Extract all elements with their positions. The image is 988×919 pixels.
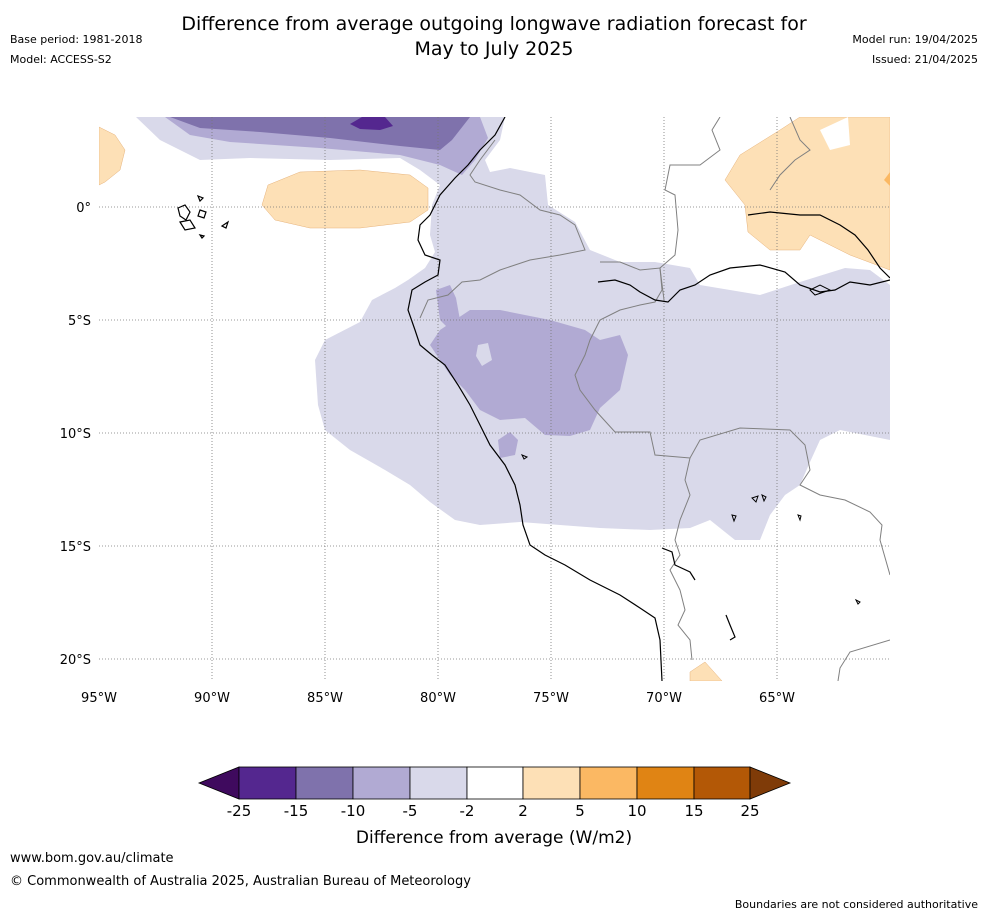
cbar-tick-10: 25 [740, 802, 759, 820]
footer-note: Boundaries are not considered authoritat… [734, 898, 978, 911]
colorbar-swatch-3 [352, 766, 411, 800]
colorbar-swatch-4 [409, 766, 468, 800]
lakes [520, 284, 861, 605]
anomaly-region-light-orange-1 [261, 169, 429, 229]
colorbar [197, 766, 792, 800]
cbar-tick-5: -2 [460, 802, 475, 820]
colorbar-swatch-6 [522, 766, 581, 800]
colorbar-extend-low [197, 766, 240, 800]
colorbar-tick-labels: -25 -15 -10 -5 -2 2 5 10 15 25 [227, 802, 760, 820]
issued-text: Issued: 21/04/2025 [871, 53, 978, 66]
longitude-labels: 95°W 90°W 85°W 80°W 75°W 70°W 65°W [81, 691, 795, 706]
cbar-tick-1: -25 [227, 802, 252, 820]
title-line-2: May to July 2025 [414, 38, 574, 60]
lat-label-10s: 10°S [60, 427, 91, 442]
cbar-tick-3: -10 [341, 802, 366, 820]
map-plot-area [99, 117, 890, 681]
chart-title: Difference from average outgoing longwav… [0, 12, 988, 62]
title-line-1: Difference from average outgoing longwav… [181, 13, 807, 35]
colorbar-swatch-2 [295, 766, 354, 800]
header-right: Model run: 19/04/2025 Issued: 21/04/2025 [852, 30, 978, 70]
lon-label-90w: 90°W [194, 691, 230, 706]
cbar-tick-6: 2 [518, 802, 528, 820]
anomaly-region-medium-purple [430, 310, 628, 436]
lon-label-85w: 85°W [307, 691, 343, 706]
lat-label-15s: 15°S [60, 540, 91, 555]
lon-label-80w: 80°W [420, 691, 456, 706]
lat-label-20s: 20°S [60, 653, 91, 668]
cbar-tick-2: -15 [284, 802, 309, 820]
colorbar-label: Difference from average (W/m2) [356, 828, 632, 848]
colorbar-swatch-9 [693, 766, 751, 800]
cbar-tick-9: 15 [684, 802, 703, 820]
lon-label-75w: 75°W [533, 691, 569, 706]
colorbar-swatch-1 [238, 766, 297, 800]
cbar-tick-8: 10 [627, 802, 646, 820]
model-text: Model: ACCESS-S2 [10, 53, 112, 66]
anomaly-gap-white [476, 343, 492, 366]
colorbar-swatch-8 [636, 766, 695, 800]
header-left: Base period: 1981-2018 Model: ACCESS-S2 [10, 30, 142, 70]
anomaly-region-light-orange-3 [724, 117, 890, 271]
colorbar-swatch-5 [466, 766, 524, 800]
footer-copyright: © Commonwealth of Australia 2025, Austra… [10, 874, 471, 889]
cbar-tick-4: -5 [403, 802, 418, 820]
galapagos-islands [177, 194, 230, 239]
lon-label-65w: 65°W [759, 691, 795, 706]
longitude-gridlines [211, 117, 778, 681]
lat-label-5s: 5°S [68, 314, 91, 329]
colorbar-swatch-7 [579, 766, 638, 800]
anomaly-region-dark-purple [170, 117, 470, 150]
colorbar-extend-high [749, 766, 792, 800]
cbar-tick-7: 5 [575, 802, 585, 820]
latitude-labels: 0° 5°S 10°S 15°S 20°S [60, 201, 91, 668]
anomaly-gap-white-2 [820, 117, 850, 150]
anomaly-region-light-orange-4 [689, 661, 723, 681]
anomaly-region-deepest-purple [350, 117, 393, 130]
anomaly-region-orange [884, 172, 890, 186]
lon-label-70w: 70°W [646, 691, 682, 706]
lon-label-95w: 95°W [81, 691, 117, 706]
coastlines [407, 117, 890, 681]
anomaly-region-light-orange-2 [99, 126, 126, 186]
model-run-text: Model run: 19/04/2025 [852, 33, 978, 46]
anomaly-region-medium-purple-3 [498, 432, 518, 458]
lat-label-0: 0° [76, 201, 91, 216]
footer-url: www.bom.gov.au/climate [10, 851, 174, 866]
base-period-text: Base period: 1981-2018 [10, 33, 143, 46]
